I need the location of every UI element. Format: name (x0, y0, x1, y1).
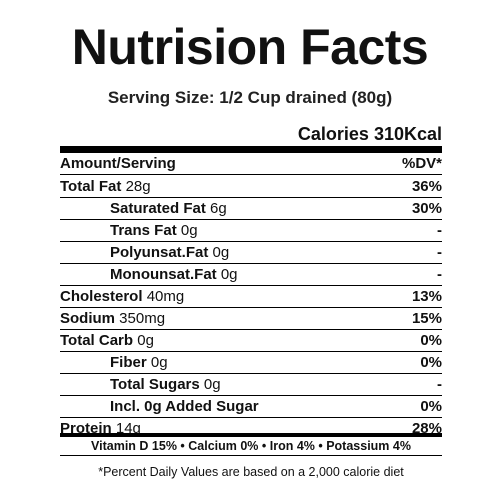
nutrient-name: Total Fat (60, 177, 122, 195)
nutrient: Saturated Fat 6g (60, 200, 227, 217)
divider (60, 146, 442, 153)
divider (60, 433, 442, 437)
nutrient-row: Total Sugars 0g - (60, 374, 442, 396)
nutrient-name: Trans Fat (110, 222, 177, 239)
nutrient-row: Total Fat 28g 36% (60, 175, 442, 198)
nutrient: Sodium 350mg (60, 310, 165, 327)
nutrient-name: Cholesterol (60, 288, 143, 305)
nutrient-name: Monounsat.Fat (110, 266, 217, 283)
daily-value: 13% (411, 288, 442, 305)
nutrient-name: Total Carb (60, 332, 134, 349)
nutrient-amount: 28g (125, 177, 151, 195)
nutrient: Total Sugars 0g (60, 376, 221, 393)
nutrient-amount: 0g (150, 354, 168, 371)
nutrient-row: Fiber 0g 0% (60, 352, 442, 374)
nutrient-amount: 0g (203, 376, 221, 393)
head-label: %DV* (401, 155, 442, 172)
nutrient-row: Total Carb 0g 0% (60, 330, 442, 352)
nutrient: Cholesterol 40mg (60, 288, 184, 305)
nutrient-name: Fiber (110, 354, 147, 371)
daily-value: - (437, 376, 442, 393)
nutrient-name: Sodium (60, 310, 115, 327)
nutrient-amount: 0g (137, 332, 154, 349)
nutrient: Incl. 0g Added Sugar (60, 398, 259, 415)
nutrient-row: Saturated Fat 6g 30% (60, 198, 442, 220)
daily-value: 0% (420, 354, 442, 371)
nutrient-row: Sodium 350mg 15% (60, 308, 442, 330)
daily-value: 0% (420, 398, 442, 415)
daily-value: - (437, 266, 442, 283)
nutrient-row: Polyunsat.Fat 0g - (60, 242, 442, 264)
rows: Total Fat 28g 36% Saturated Fat 6g 30% Trans… (60, 175, 442, 439)
nutrient-amount: 0g (220, 266, 238, 283)
table-head: Amount/Serving %DV* (60, 153, 442, 175)
calories: Calories 310Kcal (297, 124, 442, 144)
nutrient-name: Total Sugars (110, 376, 200, 393)
nutrient-name: Incl. 0g Added Sugar (110, 398, 259, 415)
nutrient: Total Fat 28g (60, 178, 151, 195)
nutrient-amount: 350mg (119, 310, 166, 327)
nutrient-amount: 6g (210, 200, 227, 217)
nutrient: Total Carb 0g (60, 332, 154, 349)
daily-value: 15% (411, 310, 442, 327)
daily-value: - (437, 244, 442, 261)
nutrient-amount: 0g (180, 222, 198, 239)
nutrient-row: Incl. 0g Added Sugar 0% (60, 396, 442, 418)
nutrient: Polyunsat.Fat 0g (60, 244, 229, 261)
nutrient-row: Protein 14g 28% (60, 418, 442, 439)
nutrient-row: Monounsat.Fat 0g - (60, 264, 442, 286)
nutrient-amount: 14g (115, 420, 141, 437)
daily-value: 28% (411, 420, 442, 437)
nutrient-row: Trans Fat 0g - (60, 220, 442, 242)
daily-value: 0% (420, 332, 442, 349)
daily-value: 30% (411, 200, 442, 217)
nutrient: Monounsat.Fat 0g (60, 266, 238, 283)
nutrient: Protein 14g (60, 420, 141, 437)
nutrient-amount: 0g (212, 244, 230, 261)
nutrient: Trans Fat 0g (60, 222, 198, 239)
title: Nutrision Facts (71, 19, 429, 75)
nutrient-amount: 40mg (146, 288, 185, 305)
nutrient-row: Cholesterol 40mg 13% (60, 286, 442, 308)
footnote: *Percent Daily Values are based on a 2,0… (98, 465, 404, 479)
serving-size: Serving Size: 1/2 Cup drained (80g) (107, 88, 393, 107)
vitamins: Vitamin D 15% • Calcium 0% • Iron 4% • P… (60, 437, 442, 456)
nutrient-name: Saturated Fat (110, 200, 206, 217)
head-label: Amount/Serving (60, 155, 176, 172)
nutrient-name: Polyunsat.Fat (110, 244, 209, 261)
daily-value: - (437, 222, 442, 239)
nutrient-name: Protein (60, 420, 112, 437)
nutrient: Fiber 0g (60, 354, 168, 371)
nutrient-table: Amount/Serving %DV* Total Fat 28g 36% Satu… (60, 153, 442, 439)
daily-value: 36% (411, 177, 442, 195)
